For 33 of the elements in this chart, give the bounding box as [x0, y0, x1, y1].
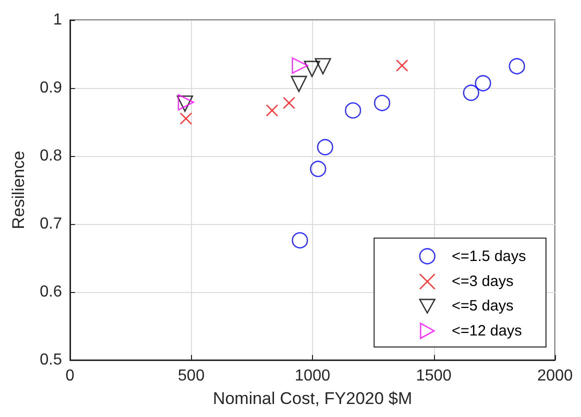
point: [474, 75, 492, 92]
x-tick-label: 1000: [294, 368, 330, 384]
y-tick-label: 0.7: [40, 216, 62, 232]
y-tick-label: 0.9: [40, 80, 62, 96]
y-tick-label: 0.8: [40, 148, 62, 164]
point: [508, 58, 526, 74]
point: [314, 58, 332, 74]
x-axis-title: Nominal Cost, FY2020 $M: [212, 389, 412, 408]
y-axis-title: Resilience: [9, 150, 28, 230]
point: [290, 76, 308, 92]
point: [304, 60, 320, 78]
point: [292, 232, 308, 248]
legend-label: <=1.5 days: [452, 248, 526, 265]
x-tick-label: 500: [178, 368, 205, 384]
legend-label: <=3 days: [452, 273, 514, 290]
point: [310, 160, 326, 178]
legend-label: <=5 days: [452, 298, 514, 315]
point: [396, 59, 408, 72]
legend-label: <=12 days: [452, 322, 522, 340]
point: [374, 94, 390, 112]
point: [266, 104, 278, 117]
point: [462, 84, 480, 101]
y-tick-label: 0.5: [40, 352, 62, 368]
point: [344, 102, 362, 119]
x-tick-label: 2000: [537, 368, 573, 384]
x-tick-label: 1500: [416, 368, 452, 384]
point: [282, 96, 296, 110]
x-tick-label: 0: [66, 368, 75, 384]
y-tick-label: 0.6: [40, 284, 62, 300]
point: [292, 57, 308, 74]
point: [180, 112, 192, 125]
point: [316, 139, 334, 156]
y-tick-label: 1: [53, 12, 62, 28]
